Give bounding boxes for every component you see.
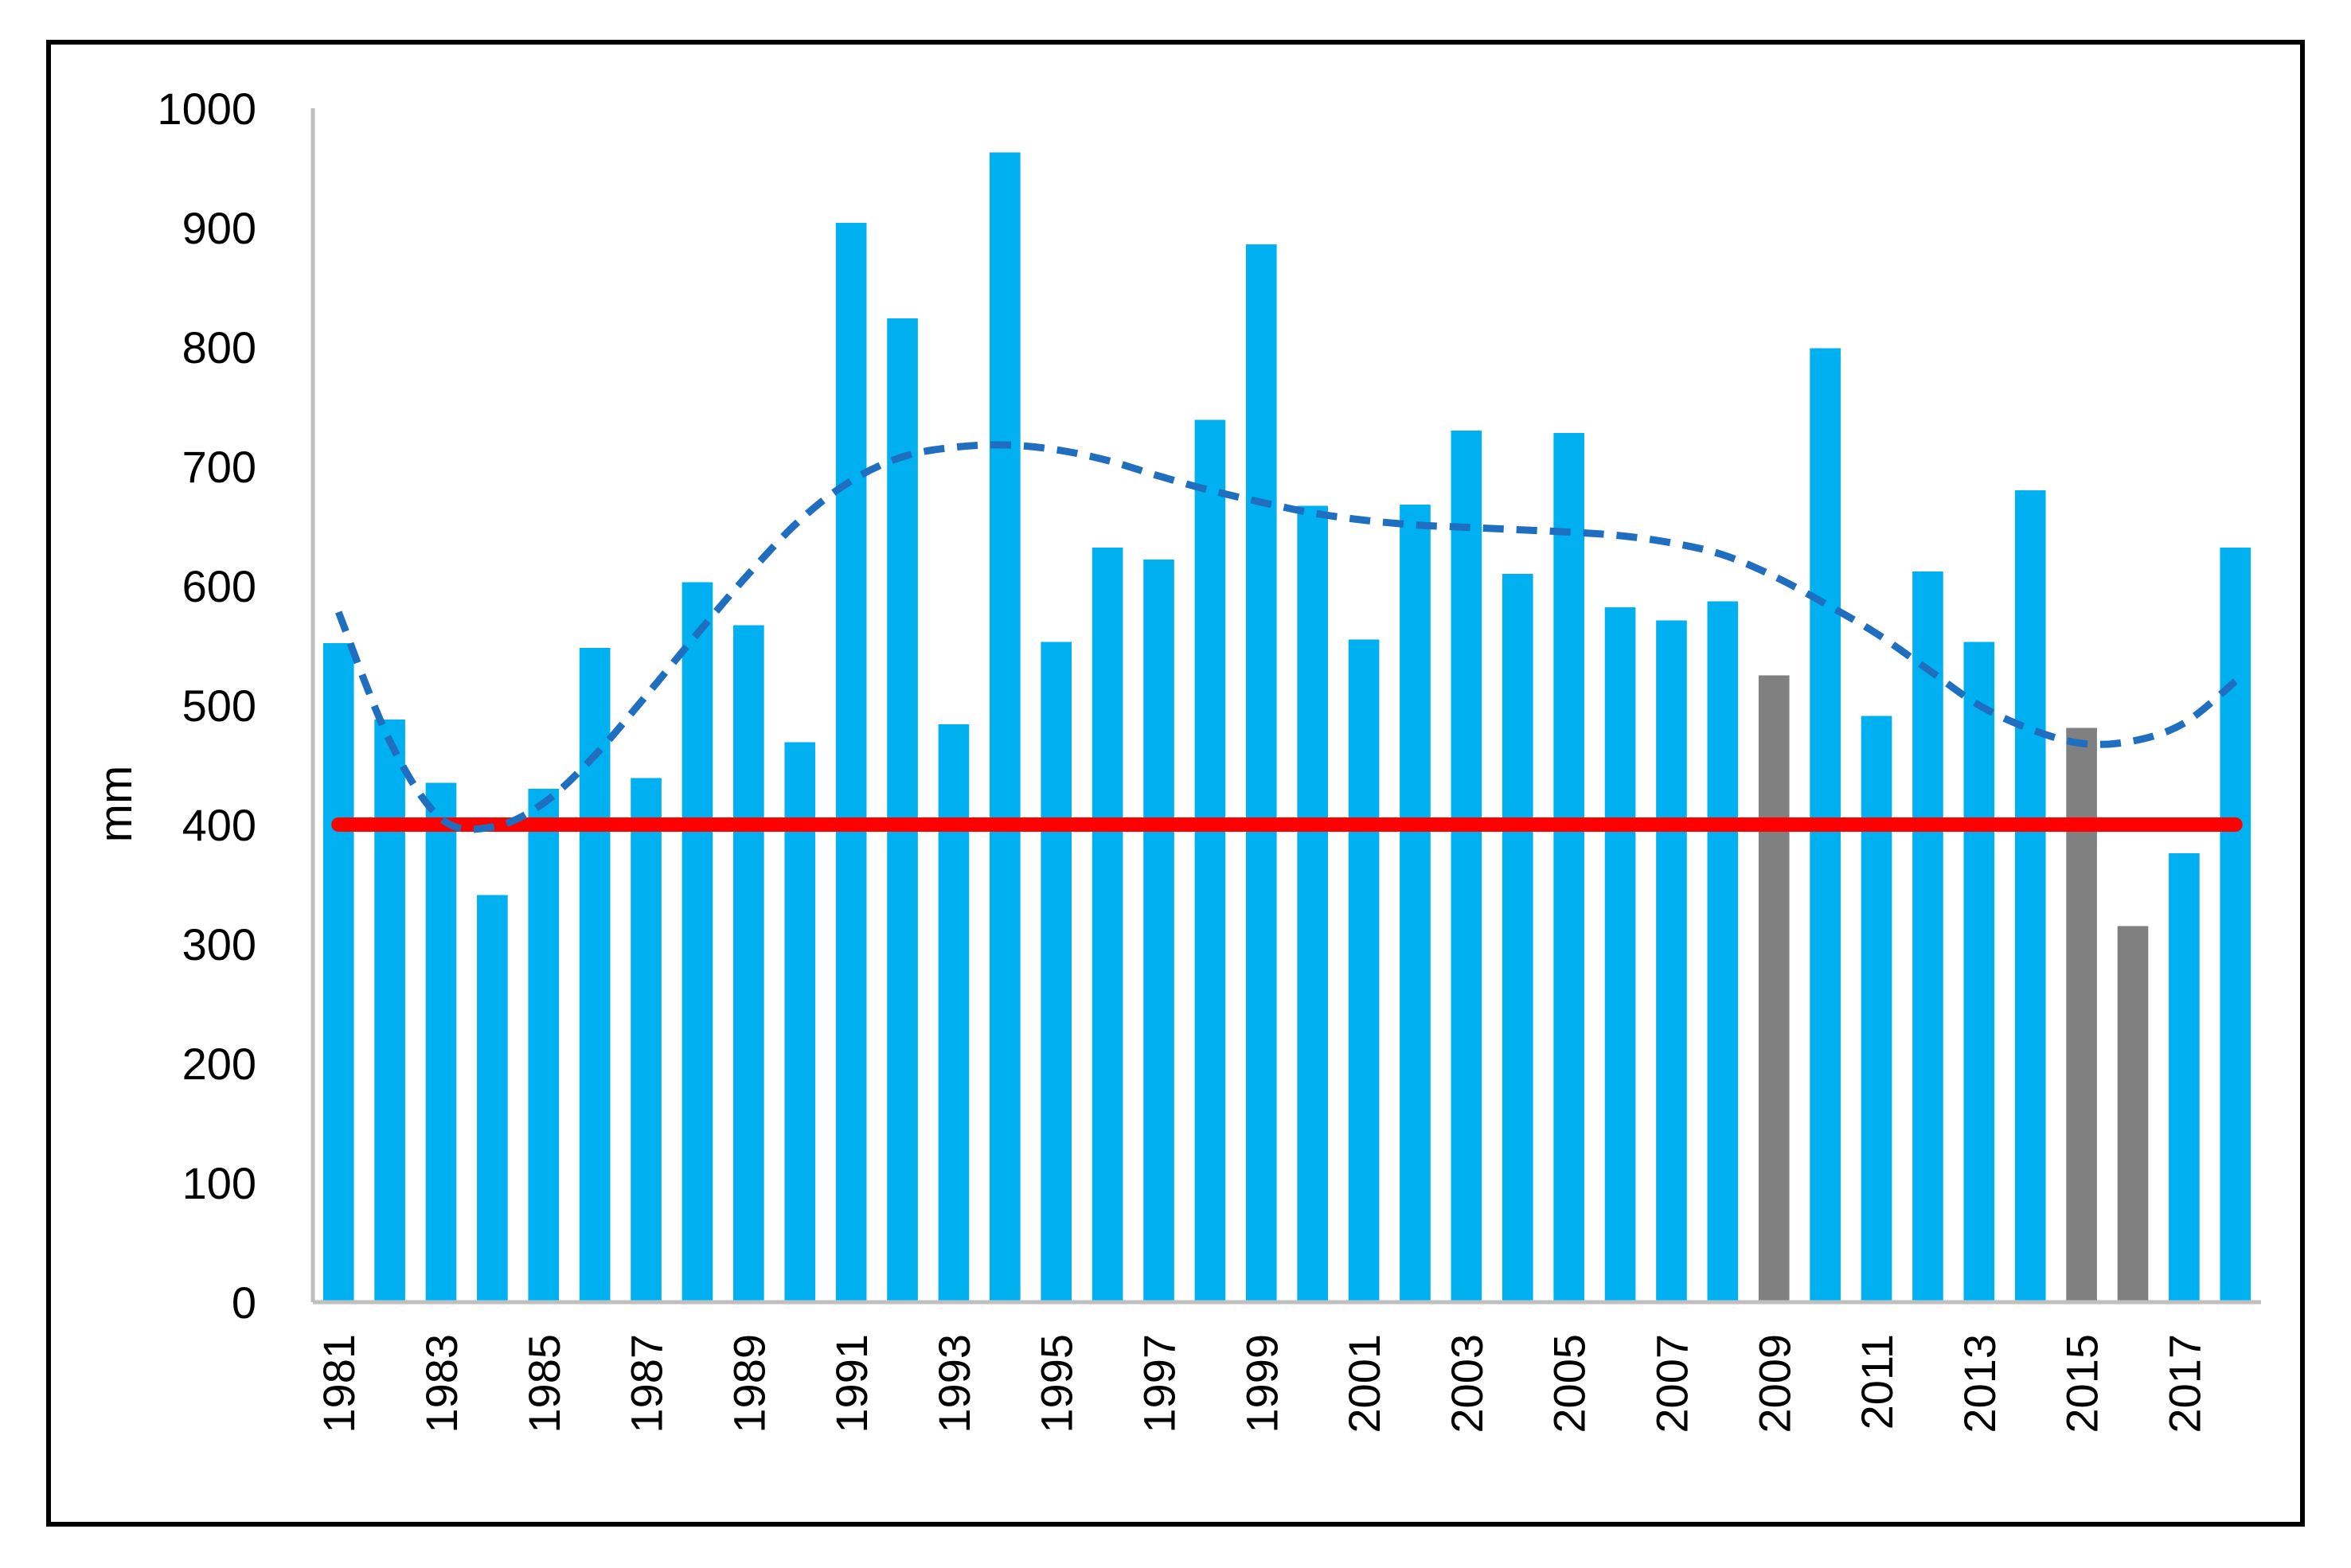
bar-2018 — [2220, 548, 2251, 1302]
bar-1997 — [1143, 560, 1174, 1302]
bar-1999 — [1245, 244, 1277, 1302]
bar-1986 — [579, 648, 611, 1302]
x-tick-label: 2003 — [1442, 1334, 1492, 1433]
bar-1991 — [835, 223, 867, 1302]
bar-2000 — [1297, 505, 1329, 1302]
y-tick-label: 300 — [182, 919, 256, 969]
bar-1992 — [887, 318, 918, 1302]
x-tick-label: 1999 — [1236, 1334, 1287, 1433]
y-tick-label: 1000 — [157, 84, 256, 134]
x-axis-ticks: 1981 1983 1985 1987 1989 1991 1993 1995 1997 1999… — [314, 1334, 2209, 1433]
y-tick-label: 600 — [182, 561, 256, 611]
bar-2011 — [1861, 716, 1892, 1302]
bar-1984 — [477, 895, 508, 1302]
bar-1996 — [1092, 548, 1123, 1302]
bar-2007 — [1656, 620, 1687, 1302]
bar-2004 — [1502, 574, 1533, 1302]
x-tick-label: 2009 — [1749, 1334, 1799, 1433]
x-tick-label: 1981 — [314, 1334, 364, 1433]
bar-1982 — [374, 720, 405, 1302]
x-tick-label: 1987 — [622, 1334, 672, 1433]
bar-1994 — [990, 152, 1021, 1302]
x-tick-label: 1985 — [519, 1334, 569, 1433]
bar-2008 — [1707, 601, 1739, 1302]
bar-2014 — [2014, 490, 2046, 1302]
bar-1983 — [425, 782, 457, 1302]
bar-2017 — [2169, 853, 2200, 1302]
bar-2009 — [1758, 675, 1790, 1302]
y-tick-label: 900 — [182, 203, 256, 253]
x-tick-label: 1991 — [826, 1334, 877, 1433]
y-tick-label: 500 — [182, 681, 256, 731]
bar-2016 — [2117, 926, 2149, 1302]
x-tick-label: 2015 — [2057, 1334, 2107, 1433]
x-tick-label: 2013 — [1955, 1334, 2005, 1433]
bar-2012 — [1912, 571, 1943, 1302]
bar-1998 — [1194, 419, 1226, 1302]
y-tick-label: 100 — [182, 1158, 256, 1208]
x-tick-label: 2005 — [1545, 1334, 1595, 1433]
y-tick-label: 200 — [182, 1039, 256, 1089]
y-axis-ticks: 0 100 200 300 400 500 600 700 800 900 1000 — [157, 84, 256, 1328]
x-tick-label: 1989 — [724, 1334, 774, 1433]
y-tick-label: 400 — [182, 800, 256, 850]
bar-1993 — [938, 724, 970, 1302]
bar-2006 — [1604, 607, 1636, 1302]
bar-2013 — [1963, 642, 1995, 1302]
bars — [322, 152, 2251, 1302]
x-tick-label: 2001 — [1339, 1334, 1389, 1433]
bar-2015 — [2066, 727, 2097, 1302]
x-tick-label: 1995 — [1032, 1334, 1082, 1433]
bar-1985 — [528, 789, 560, 1302]
x-tick-label: 2007 — [1646, 1334, 1697, 1433]
x-tick-label: 2017 — [2159, 1334, 2209, 1433]
bar-2005 — [1553, 433, 1584, 1302]
y-tick-label: 700 — [182, 442, 256, 492]
bar-1981 — [322, 643, 354, 1302]
x-tick-label: 1983 — [416, 1334, 467, 1433]
x-tick-label: 1993 — [929, 1334, 979, 1433]
bar-2002 — [1400, 505, 1431, 1302]
bar-1988 — [681, 582, 713, 1302]
x-tick-label: 2011 — [1852, 1334, 1902, 1430]
bar-1995 — [1041, 642, 1072, 1302]
trend-line — [335, 441, 2238, 833]
bar-1989 — [733, 625, 764, 1302]
bar-2001 — [1348, 639, 1380, 1302]
bar-1990 — [784, 742, 816, 1302]
y-axis-label: mm — [90, 766, 142, 843]
x-tick-label: 1997 — [1134, 1334, 1185, 1433]
y-tick-label: 0 — [232, 1277, 256, 1328]
y-tick-label: 800 — [182, 322, 256, 372]
bar-2003 — [1451, 431, 1482, 1302]
bar-1987 — [631, 778, 662, 1302]
